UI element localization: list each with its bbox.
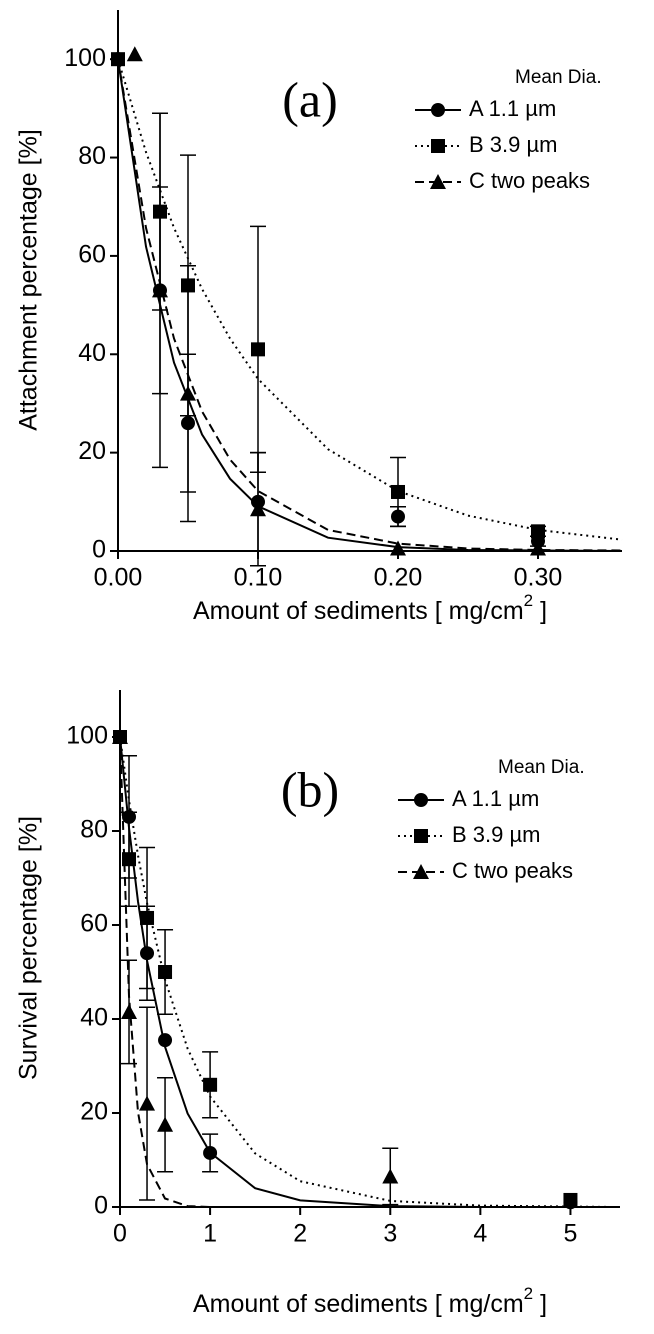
legend-marker (414, 793, 428, 807)
fit-curve (117, 58, 623, 541)
legend-marker (414, 829, 428, 843)
y-tick-label: 0 (92, 536, 106, 564)
panel-label: (b) (281, 761, 339, 817)
x-axis-label: Amount of sediments [ mg/cm2 ] (193, 591, 547, 624)
y-axis-label: Survival percentage [%] (15, 816, 43, 1080)
x-axis-label-end: ] (533, 1290, 547, 1318)
x-tick-label: 4 (473, 1220, 487, 1248)
data-point (122, 852, 137, 867)
x-tick-label: 1 (203, 1220, 217, 1248)
data-point (126, 46, 143, 62)
legend-label: C two peaks (469, 168, 590, 193)
data-point (391, 484, 405, 499)
legend-label: A 1.1 µm (452, 786, 539, 811)
y-axis-label: Attachment percentage [%] (15, 129, 43, 431)
data-point (152, 282, 168, 298)
legend-title: Mean Dia. (515, 67, 602, 88)
x-axis-label-text: Amount of sediments [ mg/cm (193, 1290, 524, 1318)
data-point (563, 1192, 578, 1207)
fit-curve (119, 736, 616, 1208)
x-axis-label-text: Amount of sediments [ mg/cm (193, 597, 524, 625)
y-tick-label: 60 (78, 241, 106, 269)
x-axis-label-end: ] (533, 597, 547, 625)
x-tick-label: 0 (113, 1220, 127, 1248)
y-tick-label: 20 (80, 1098, 108, 1126)
legend-marker (413, 864, 429, 879)
data-point (390, 540, 406, 556)
x-tick-label: 3 (383, 1220, 397, 1248)
panel-label: (a) (282, 71, 338, 127)
data-point (382, 1168, 399, 1184)
x-axis-label-sup: 2 (524, 1284, 533, 1303)
fit-curve (119, 736, 616, 1208)
y-tick-label: 100 (66, 722, 108, 750)
y-tick-label: 0 (94, 1192, 108, 1220)
y-tick-label: 80 (80, 816, 108, 844)
data-point (111, 52, 125, 67)
x-tick-label: 0.00 (94, 564, 143, 592)
data-point (530, 540, 546, 556)
y-tick-label: 60 (80, 910, 108, 938)
y-tick-label: 20 (78, 437, 106, 465)
legend-label: B 3.9 µm (452, 822, 540, 847)
legend-label: A 1.1 µm (469, 96, 556, 121)
data-point (180, 385, 196, 401)
data-point (250, 501, 266, 517)
fit-curve (119, 736, 616, 1208)
data-point (203, 1077, 218, 1092)
data-point (158, 1033, 173, 1048)
x-tick-label: 2 (293, 1220, 307, 1248)
y-tick-label: 40 (78, 339, 106, 367)
data-point (251, 342, 265, 357)
data-point (157, 1116, 174, 1132)
legend-marker (431, 103, 445, 117)
legend-label: C two peaks (452, 858, 573, 883)
x-tick-label: 0.20 (374, 564, 423, 592)
x-tick-label: 0.10 (234, 564, 283, 592)
data-point (139, 1095, 156, 1111)
y-tick-label: 100 (64, 44, 106, 72)
fit-curve (117, 59, 623, 552)
legend-marker (431, 139, 445, 153)
data-point (531, 524, 545, 539)
data-point (203, 1145, 218, 1160)
data-point (140, 910, 155, 925)
legend-marker (430, 174, 446, 189)
x-tick-label: 0.30 (514, 564, 563, 592)
data-point (158, 965, 173, 979)
y-tick-label: 40 (80, 1004, 108, 1032)
legend-title: Mean Dia. (498, 757, 585, 778)
x-axis-label: Amount of sediments [ mg/cm2 ] (193, 1284, 547, 1317)
x-tick-label: 5 (563, 1220, 577, 1248)
legend-label: B 3.9 µm (469, 132, 557, 157)
data-point (112, 729, 128, 744)
y-tick-label: 80 (78, 142, 106, 170)
x-axis-label-sup: 2 (524, 591, 533, 610)
data-point (121, 1003, 138, 1019)
